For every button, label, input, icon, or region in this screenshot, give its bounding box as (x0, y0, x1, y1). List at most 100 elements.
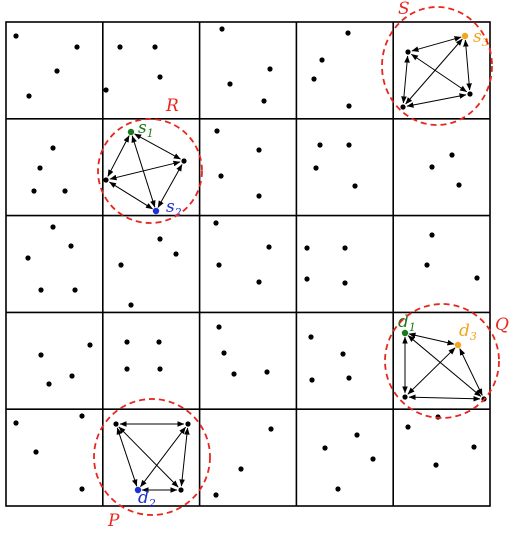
node-point (346, 103, 352, 109)
node-point (157, 236, 163, 242)
label-d1: d1 (398, 312, 416, 334)
region-p-ellipse (93, 398, 211, 516)
cluster-edge (118, 426, 179, 488)
cluster-edge (406, 93, 467, 108)
node-point (424, 262, 430, 268)
node-point (370, 456, 376, 462)
node-point (87, 342, 93, 348)
node-point (118, 262, 124, 268)
node-point (128, 302, 134, 308)
node-point (340, 351, 346, 357)
region-q-ellipse (384, 303, 500, 419)
node-point (50, 224, 56, 230)
highlighted-nodes (127, 32, 469, 494)
node-point (456, 182, 462, 188)
node-point (157, 74, 163, 80)
node-point (317, 142, 323, 148)
node-point (449, 152, 455, 158)
node-point (218, 173, 224, 179)
node-point (124, 366, 130, 372)
node-point (256, 147, 262, 153)
node-d2 (134, 486, 142, 494)
node-point (26, 93, 32, 99)
cluster-edges (107, 36, 483, 493)
cluster-edge (407, 347, 456, 395)
node-point (219, 26, 225, 32)
node-point (256, 193, 262, 199)
label-s2: s2 (166, 197, 182, 219)
region-label-p: P (107, 511, 120, 531)
node-points (13, 26, 487, 498)
node-point (346, 375, 352, 381)
node-point (342, 280, 348, 286)
node-point (103, 87, 109, 93)
node-d3 (454, 341, 462, 349)
node-point (354, 432, 360, 438)
node-point (216, 262, 222, 268)
node-point (156, 339, 162, 345)
node-labels: s1 s2 s3 d1 d2 d3 (138, 27, 489, 510)
node-point (467, 91, 473, 97)
node-point (185, 421, 191, 427)
node-point (181, 158, 187, 164)
grid-border (5, 21, 491, 507)
node-s2 (152, 207, 160, 215)
cluster-edge (131, 135, 156, 208)
node-point (309, 377, 315, 383)
node-point (74, 44, 80, 50)
node-point (50, 145, 56, 151)
node-point (405, 424, 411, 430)
node-point (31, 188, 37, 194)
region-s-ellipse (381, 6, 493, 126)
node-point (79, 413, 85, 419)
cluster-edge (140, 426, 186, 488)
cluster-edge (408, 332, 455, 346)
cluster-edge (109, 160, 181, 181)
region-label-s: S (398, 0, 410, 19)
node-point (266, 244, 272, 250)
node-point (13, 33, 19, 39)
node-point (311, 76, 317, 82)
grid (5, 21, 491, 507)
node-point (429, 164, 435, 170)
label-d3: d3 (459, 321, 477, 343)
node-point (335, 486, 341, 492)
node-point (319, 57, 325, 63)
cluster-edge (107, 135, 130, 177)
node-point (68, 243, 74, 249)
node-point (178, 487, 184, 493)
cluster-edge (407, 335, 482, 397)
label-d2: d2 (138, 488, 156, 510)
node-point (304, 276, 310, 282)
node-point (322, 445, 328, 451)
node-point (433, 462, 439, 468)
cluster-edge (109, 181, 153, 210)
region-ellipses (93, 6, 500, 516)
cluster-edge (459, 348, 483, 396)
node-point (308, 334, 314, 340)
node-point (304, 245, 310, 251)
node-point (38, 287, 44, 293)
node-point (62, 188, 68, 194)
cluster-edge (408, 394, 481, 402)
node-point (46, 381, 52, 387)
node-point (213, 220, 219, 226)
node-point (261, 98, 267, 104)
node-point (69, 373, 75, 379)
cluster-edge (463, 39, 472, 91)
node-point (227, 81, 233, 87)
node-point (345, 30, 351, 36)
node-point (13, 420, 19, 426)
node-point (400, 104, 406, 110)
node-point (216, 324, 222, 330)
node-point (152, 44, 158, 50)
cluster-edge (405, 38, 463, 105)
cluster-edge (116, 427, 138, 487)
label-s3: s3 (473, 27, 489, 49)
cluster-edge (401, 55, 410, 104)
node-point (38, 352, 44, 358)
node-point (213, 492, 219, 498)
node-point (313, 165, 319, 171)
node-point (429, 232, 435, 238)
